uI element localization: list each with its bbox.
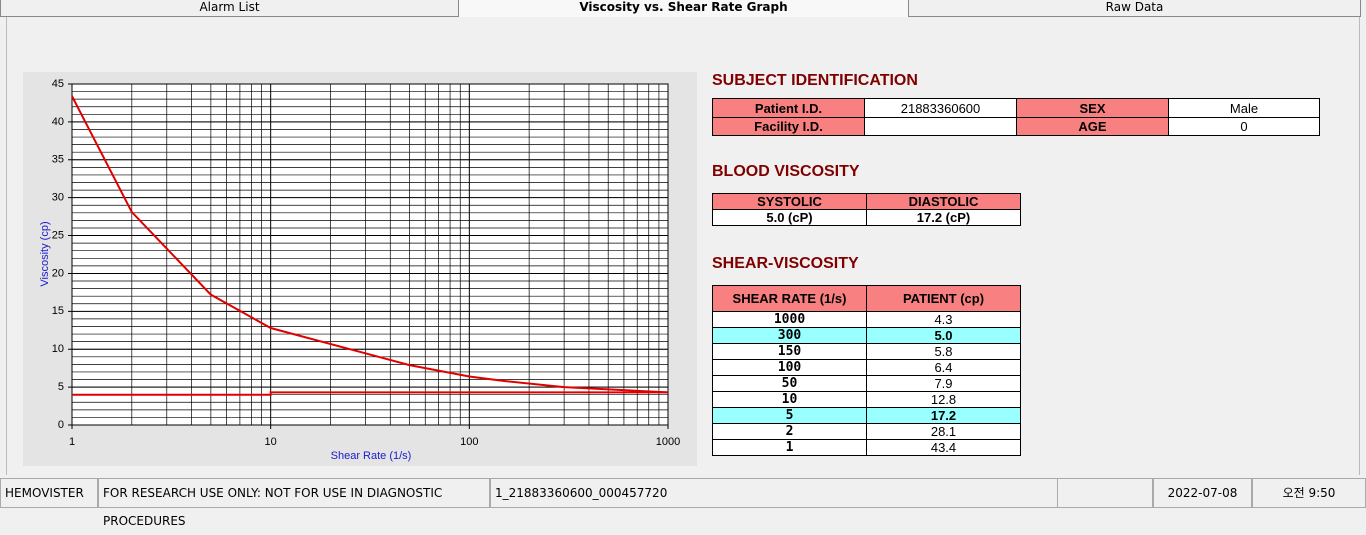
tab[interactable]: Alarm List — [0, 0, 459, 17]
tab[interactable]: Viscosity vs. Shear Rate Graph — [458, 0, 909, 17]
value-cell: 5 — [712, 407, 867, 424]
value-cell: 7.9 — [866, 375, 1021, 392]
value-cell: 150 — [712, 343, 867, 360]
status-cell: 2022-07-08 — [1153, 478, 1252, 508]
value-cell: 17.2 — [866, 407, 1021, 424]
value-cell: 43.4 — [866, 439, 1021, 456]
value-cell: 1 — [712, 439, 867, 456]
status-cell: FOR RESEARCH USE ONLY: NOT FOR USE IN DI… — [98, 478, 490, 528]
header-cell: PATIENT (cp) — [866, 285, 1021, 312]
status-cell: 오전 9:50 — [1252, 478, 1366, 508]
plot-area — [71, 83, 669, 426]
value-cell: 300 — [712, 327, 867, 344]
viscosity-line — [71, 95, 669, 394]
status-cell: HEMOVISTER — [0, 478, 98, 508]
value-cell: 28.1 — [866, 423, 1021, 440]
y-tick-label: 30 — [52, 192, 64, 204]
viscosity-line — [72, 391, 668, 396]
value-cell: 2 — [712, 423, 867, 440]
value-cell: 1000 — [712, 311, 867, 328]
status-cell — [1057, 478, 1153, 508]
x-tick-label: 1 — [69, 436, 75, 448]
header-cell: SYSTOLIC — [712, 193, 867, 210]
x-axis-title: Shear Rate (1/s) — [331, 450, 412, 462]
label-cell: Facility I.D. — [712, 117, 865, 136]
section-title: SHEAR-VISCOSITY — [712, 255, 859, 272]
value-cell: 50 — [712, 375, 867, 392]
value-cell: 5.0 (cP) — [712, 209, 867, 226]
graph-panel — [6, 17, 1360, 475]
value-cell: 5.8 — [866, 343, 1021, 360]
value-cell: 21883360600 — [864, 98, 1017, 118]
y-tick-label: 20 — [52, 267, 64, 279]
x-tick-label: 10 — [265, 436, 277, 448]
section-title: SUBJECT IDENTIFICATION — [712, 72, 918, 89]
value-cell: 4.3 — [866, 311, 1021, 328]
value-cell: 6.4 — [866, 359, 1021, 376]
header-cell: DIASTOLIC — [866, 193, 1021, 210]
value-cell: 100 — [712, 359, 867, 376]
label-cell: Patient I.D. — [712, 98, 865, 118]
chart: Shear Rate (1/s) Viscosity (cp) 0 5 10 15 20… — [23, 72, 697, 466]
tab[interactable]: Raw Data — [908, 0, 1361, 17]
y-tick-label: 0 — [58, 419, 64, 431]
value-cell: 5.0 — [866, 327, 1021, 344]
x-tick-label: 1000 — [656, 436, 680, 448]
y-tick-label: 10 — [52, 343, 64, 355]
label-cell: SEX — [1016, 98, 1169, 118]
value-cell — [864, 117, 1017, 136]
value-cell: 12.8 — [866, 391, 1021, 408]
y-tick-label: 45 — [52, 78, 64, 90]
y-axis-title: Viscosity (cp) — [39, 221, 51, 286]
header-cell: SHEAR RATE (1/s) — [712, 285, 867, 312]
section-title: BLOOD VISCOSITY — [712, 163, 860, 180]
status-cell: 1_21883360600_000457720 — [490, 478, 1153, 508]
y-tick-label: 5 — [58, 381, 64, 393]
value-cell: Male — [1168, 98, 1320, 118]
value-cell: 10 — [712, 391, 867, 408]
y-tick-label: 35 — [52, 154, 64, 166]
y-tick-label: 15 — [52, 305, 64, 317]
value-cell: 0 — [1168, 117, 1320, 136]
y-tick-label: 25 — [52, 229, 64, 241]
value-cell: 17.2 (cP) — [866, 209, 1021, 226]
x-tick-label: 100 — [460, 436, 478, 448]
label-cell: AGE — [1016, 117, 1169, 136]
y-tick-label: 40 — [52, 116, 64, 128]
